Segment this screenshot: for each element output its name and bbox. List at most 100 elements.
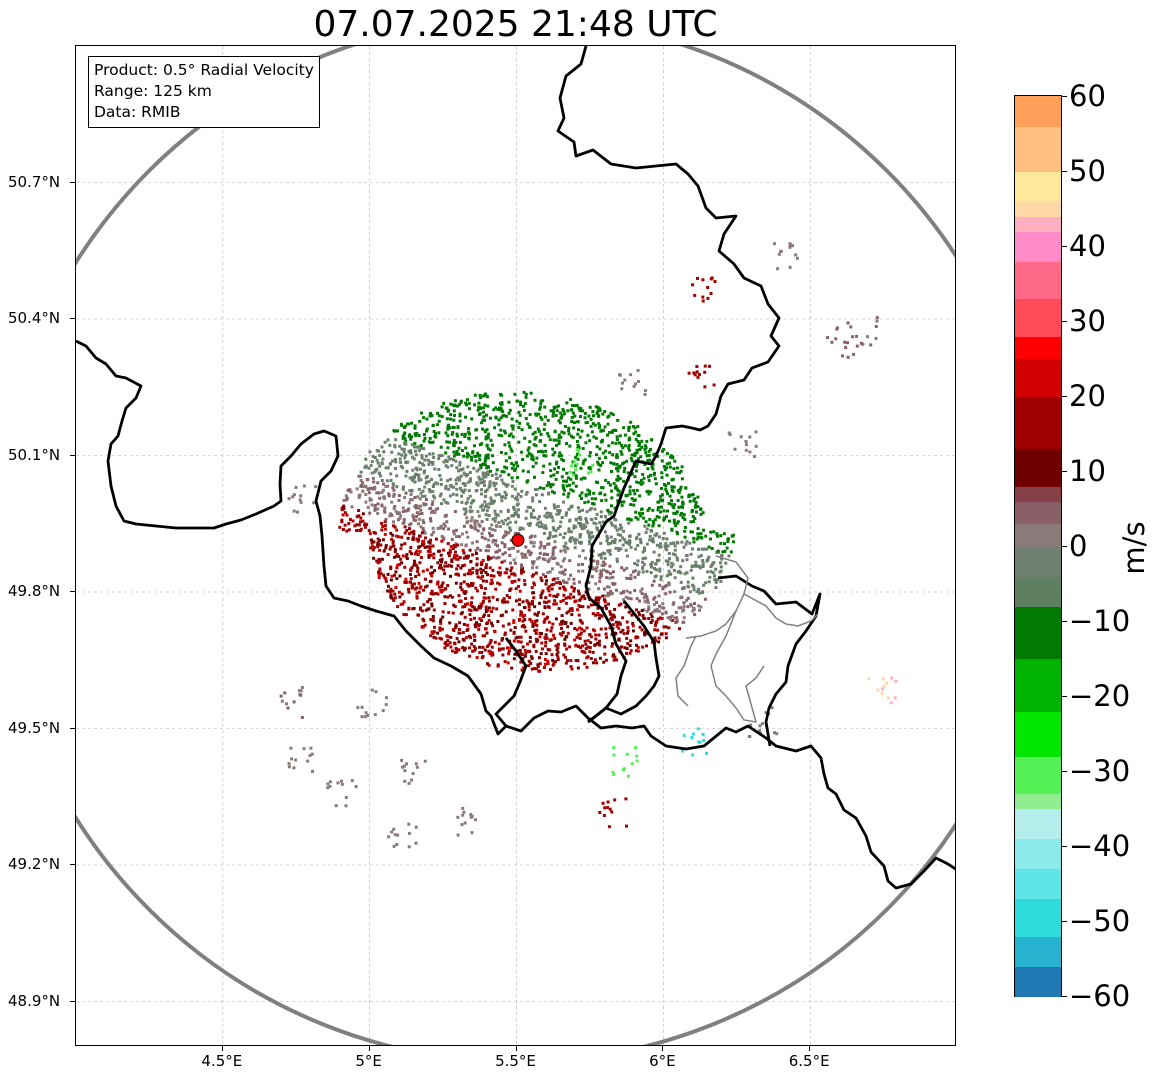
echo-pixel bbox=[581, 447, 585, 450]
echo-pixel bbox=[603, 556, 607, 560]
echo-pixel bbox=[422, 603, 426, 607]
lat-tick-label: 50.1°N bbox=[8, 445, 61, 464]
lat-tick bbox=[70, 727, 75, 729]
echo-pixel bbox=[521, 600, 525, 604]
echo-pixel bbox=[654, 562, 658, 566]
echo-pixel bbox=[665, 509, 669, 513]
echo-pixel bbox=[513, 497, 517, 501]
echo-pixel bbox=[676, 489, 680, 493]
echo-pixel bbox=[401, 510, 405, 514]
echo-pixel bbox=[402, 600, 406, 604]
echo-pixel bbox=[371, 487, 375, 491]
echo-pixel bbox=[566, 631, 570, 635]
echo-pixel bbox=[537, 611, 541, 615]
echo-pixel bbox=[635, 465, 638, 468]
echo-pixel bbox=[591, 410, 595, 414]
echo-pixel bbox=[695, 590, 699, 594]
echo-pixel bbox=[462, 551, 466, 555]
echo-pixel bbox=[418, 534, 422, 538]
echo-pixel bbox=[418, 607, 422, 611]
radar-site-marker[interactable] bbox=[511, 533, 525, 547]
echo-pixel bbox=[455, 432, 459, 436]
echo-pixel bbox=[874, 325, 878, 328]
echo-pixel bbox=[570, 420, 574, 423]
echo-pixel bbox=[662, 531, 666, 535]
echo-pixel bbox=[473, 608, 477, 612]
echo-pixel bbox=[479, 571, 483, 575]
echo-pixel bbox=[595, 569, 599, 573]
echo-pixel bbox=[500, 402, 504, 406]
echo-pixel bbox=[630, 453, 634, 457]
echo-pixel bbox=[708, 575, 712, 579]
echo-pixel bbox=[484, 435, 488, 439]
echo-pixel bbox=[597, 422, 601, 426]
echo-pixel bbox=[487, 538, 491, 542]
echo-pixel bbox=[460, 489, 464, 493]
echo-pixel bbox=[615, 557, 619, 561]
echo-pixel bbox=[563, 488, 566, 492]
echo-pixel bbox=[394, 586, 398, 589]
echo-pixel bbox=[773, 242, 776, 246]
echo-pixel bbox=[291, 495, 295, 499]
echo-pixel bbox=[484, 503, 488, 507]
echo-pixel bbox=[470, 417, 474, 421]
echo-pixel bbox=[567, 476, 570, 480]
echo-pixel bbox=[428, 550, 432, 554]
echo-pixel bbox=[360, 715, 364, 719]
echo-pixel bbox=[309, 746, 313, 750]
echo-pixel bbox=[578, 605, 582, 608]
echo-pixel bbox=[413, 505, 417, 508]
echo-pixel bbox=[419, 478, 423, 482]
echo-pixel bbox=[588, 508, 592, 512]
echo-pixel bbox=[515, 419, 519, 423]
echo-pixel bbox=[513, 487, 517, 491]
colorbar-tick-label: 0 bbox=[1069, 529, 1088, 563]
echo-pixel bbox=[511, 427, 515, 431]
echo-pixel bbox=[510, 546, 514, 550]
echo-pixel bbox=[430, 630, 434, 634]
echo-pixel bbox=[586, 471, 590, 475]
echo-pixel bbox=[500, 470, 504, 474]
echo-pixel bbox=[581, 605, 585, 609]
echo-pixel bbox=[676, 520, 680, 524]
echo-pixel bbox=[546, 418, 550, 422]
echo-pixel bbox=[496, 581, 500, 585]
echo-pixel bbox=[531, 591, 535, 595]
echo-pixel bbox=[443, 572, 447, 576]
echo-pixel bbox=[686, 584, 690, 588]
echo-pixel bbox=[726, 540, 730, 543]
echo-pixel bbox=[633, 492, 637, 496]
echo-pixel bbox=[497, 418, 501, 422]
echo-pixel bbox=[414, 453, 418, 457]
echo-pixel bbox=[660, 612, 664, 616]
echo-pixel bbox=[392, 599, 396, 602]
echo-pixel bbox=[589, 641, 593, 645]
echo-pixel bbox=[489, 574, 493, 578]
echo-pixel bbox=[416, 553, 420, 557]
echo-pixel bbox=[479, 584, 483, 588]
echo-pixel bbox=[684, 542, 688, 546]
echo-pixel bbox=[554, 602, 558, 606]
echo-pixel bbox=[494, 477, 498, 481]
echo-pixel bbox=[470, 642, 474, 646]
echo-pixel bbox=[531, 573, 535, 577]
echo-pixel bbox=[636, 457, 640, 461]
echo-pixel bbox=[481, 601, 485, 605]
lat-tick bbox=[70, 454, 75, 456]
echo-pixel bbox=[490, 621, 493, 625]
echo-pixel bbox=[713, 578, 717, 582]
echo-pixel bbox=[534, 649, 538, 653]
echo-pixel bbox=[773, 731, 776, 735]
echo-pixel bbox=[508, 456, 512, 460]
echo-pixel bbox=[431, 485, 435, 488]
echo-pixel bbox=[542, 532, 546, 535]
echo-pixel bbox=[635, 759, 639, 763]
echo-pixel bbox=[692, 371, 696, 375]
echo-pixel bbox=[581, 569, 585, 573]
radar-map[interactable] bbox=[75, 45, 956, 1046]
echo-pixel bbox=[424, 476, 428, 480]
colorbar-tick-label: 60 bbox=[1069, 79, 1106, 113]
echo-pixel bbox=[375, 467, 379, 471]
colorbar-segment bbox=[1015, 396, 1061, 449]
echo-pixel bbox=[574, 517, 578, 521]
